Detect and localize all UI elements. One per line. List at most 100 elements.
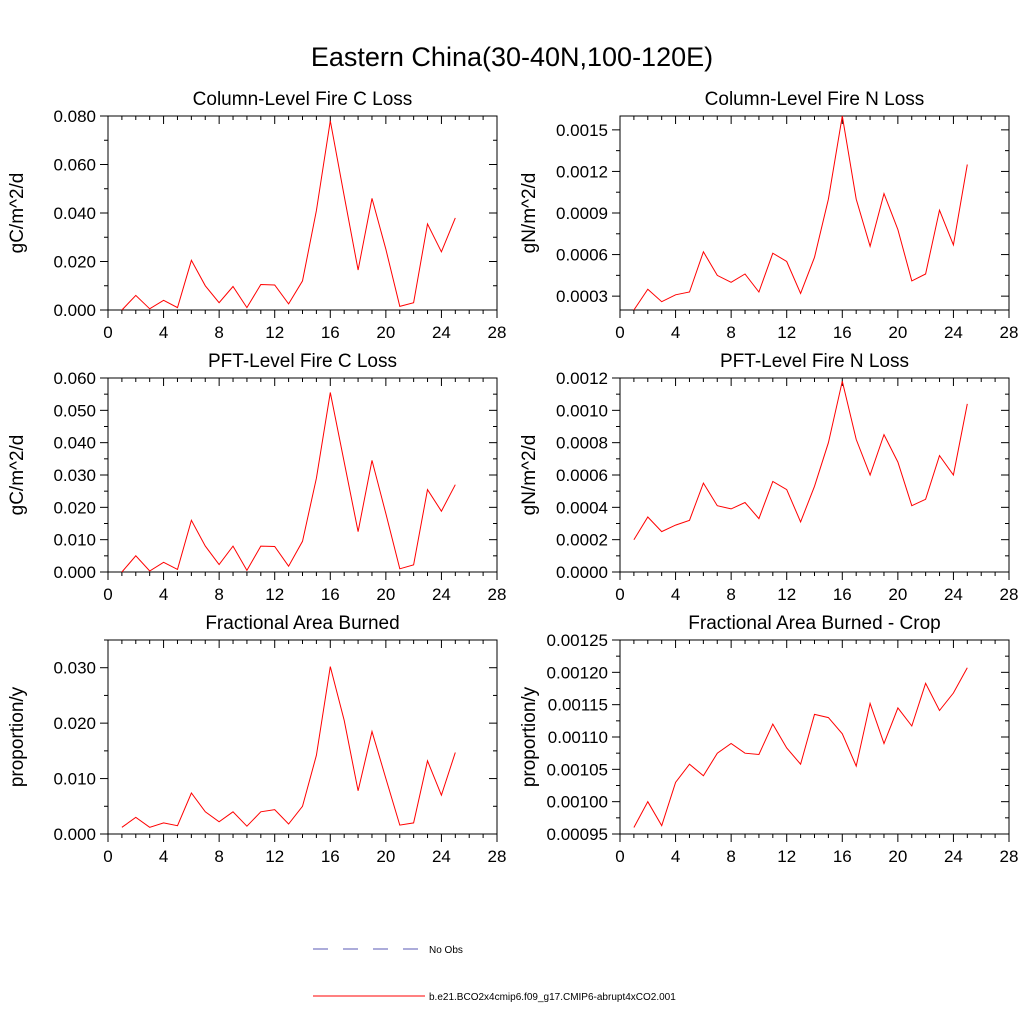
y-tick-label: 0.00105 bbox=[547, 760, 608, 779]
y-axis-label: gC/m^2/d bbox=[7, 173, 28, 254]
x-tick-label: 8 bbox=[214, 323, 223, 342]
y-tick-label: 0.020 bbox=[53, 714, 96, 733]
y-axis-label: gN/m^2/d bbox=[519, 173, 540, 254]
y-tick-label: 0.0012 bbox=[556, 369, 608, 388]
y-tick-label: 0.0000 bbox=[556, 563, 608, 582]
y-tick-label: 0.00120 bbox=[547, 663, 608, 682]
x-tick-label: 24 bbox=[944, 585, 963, 604]
plot-frame bbox=[619, 377, 1010, 573]
series-line-1 bbox=[121, 392, 456, 573]
y-tick-label: 0.040 bbox=[53, 204, 96, 223]
x-tick-label: 16 bbox=[833, 847, 852, 866]
panel-title: PFT-Level Fire C Loss bbox=[208, 351, 397, 372]
x-tick-label: 16 bbox=[321, 585, 340, 604]
chart-panel-6: Fractional Area Burned - Crop proportion/… bbox=[519, 613, 1018, 866]
x-tick-label: 4 bbox=[159, 847, 168, 866]
x-tick-label: 8 bbox=[214, 585, 223, 604]
x-tick-label: 4 bbox=[159, 323, 168, 342]
y-tick-label: 0.0006 bbox=[556, 246, 608, 265]
x-tick-label: 0 bbox=[615, 323, 624, 342]
y-tick-label: 0.0002 bbox=[556, 531, 608, 550]
x-tick-label: 4 bbox=[671, 585, 680, 604]
x-tick-label: 8 bbox=[726, 585, 735, 604]
x-tick-label: 16 bbox=[321, 847, 340, 866]
x-tick-label: 8 bbox=[726, 323, 735, 342]
x-tick-label: 0 bbox=[615, 585, 624, 604]
panel-title: PFT-Level Fire N Loss bbox=[720, 351, 909, 372]
x-tick-label: 28 bbox=[1000, 585, 1019, 604]
plot-frame bbox=[107, 377, 498, 573]
legend: No Obs b.e21.BCO2x4cmip6.f09_g17.CMIP6-a… bbox=[313, 945, 676, 1003]
y-tick-label: 0.00125 bbox=[547, 631, 608, 650]
chart-panel-5: Fractional Area Burned proportion/y 0 4 8 12 1… bbox=[7, 613, 506, 866]
y-tick-label: 0.0008 bbox=[556, 434, 608, 453]
y-tick-label: 0.000 bbox=[53, 825, 96, 844]
plot-frame bbox=[619, 115, 1010, 311]
chart-panel-2: Column-Level Fire N Loss gN/m^2/d 0 4 8 12 16 2… bbox=[519, 89, 1018, 342]
x-tick-label: 28 bbox=[488, 847, 507, 866]
x-tick-label: 4 bbox=[159, 585, 168, 604]
panel-title: Fractional Area Burned - Crop bbox=[688, 613, 940, 634]
y-tick-label: 0.0004 bbox=[556, 498, 608, 517]
figure-title: Eastern China(30-40N,100-120E) bbox=[311, 42, 713, 72]
x-tick-label: 24 bbox=[432, 585, 451, 604]
chart-panel-4: PFT-Level Fire N Loss gN/m^2/d 0 4 8 12 16 20 24… bbox=[519, 351, 1018, 604]
series-line-1 bbox=[633, 115, 968, 311]
y-tick-label: 0.030 bbox=[53, 659, 96, 678]
x-tick-label: 12 bbox=[265, 847, 284, 866]
y-tick-label: 0.0003 bbox=[556, 287, 608, 306]
y-tick-label: 0.00115 bbox=[548, 696, 608, 715]
panel-title: Column-Level Fire N Loss bbox=[705, 89, 925, 110]
x-tick-label: 4 bbox=[671, 323, 680, 342]
legend-obs-label: No Obs bbox=[429, 945, 463, 956]
y-tick-label: 0.00095 bbox=[547, 825, 608, 844]
panels: Column-Level Fire C Loss gC/m^2/d 0 4 8 12 16 2… bbox=[7, 89, 1018, 866]
x-tick-label: 12 bbox=[777, 847, 796, 866]
x-tick-label: 0 bbox=[103, 585, 112, 604]
series-line-1 bbox=[121, 666, 456, 828]
chart-panel-3: PFT-Level Fire C Loss gC/m^2/d 0 4 8 12 16 20 24… bbox=[7, 351, 506, 604]
y-tick-label: 0.030 bbox=[53, 466, 96, 485]
x-tick-label: 16 bbox=[833, 585, 852, 604]
y-tick-label: 0.000 bbox=[53, 563, 96, 582]
y-tick-label: 0.020 bbox=[53, 253, 96, 272]
x-tick-label: 20 bbox=[376, 585, 395, 604]
x-tick-label: 12 bbox=[265, 585, 284, 604]
y-tick-label: 0.0006 bbox=[556, 466, 608, 485]
x-tick-label: 16 bbox=[321, 323, 340, 342]
x-tick-label: 20 bbox=[376, 847, 395, 866]
y-tick-label: 0.050 bbox=[53, 401, 96, 420]
x-tick-label: 0 bbox=[615, 847, 624, 866]
x-tick-label: 0 bbox=[103, 847, 112, 866]
series-line-1 bbox=[633, 381, 968, 540]
x-tick-label: 24 bbox=[944, 323, 963, 342]
x-tick-label: 12 bbox=[777, 585, 796, 604]
x-tick-label: 16 bbox=[833, 323, 852, 342]
x-tick-label: 20 bbox=[888, 323, 907, 342]
x-tick-label: 24 bbox=[432, 323, 451, 342]
x-tick-label: 20 bbox=[376, 323, 395, 342]
y-axis-label: gN/m^2/d bbox=[519, 435, 540, 516]
y-axis-label: gC/m^2/d bbox=[7, 435, 28, 516]
y-tick-label: 0.080 bbox=[53, 107, 96, 126]
x-tick-label: 20 bbox=[888, 847, 907, 866]
panel-title: Column-Level Fire C Loss bbox=[193, 89, 413, 110]
x-tick-label: 28 bbox=[488, 323, 507, 342]
series-line-1 bbox=[121, 120, 456, 311]
series-line-1 bbox=[633, 667, 968, 828]
y-tick-label: 0.060 bbox=[53, 156, 96, 175]
y-tick-label: 0.0012 bbox=[556, 162, 608, 181]
y-tick-label: 0.0010 bbox=[556, 401, 608, 420]
y-tick-label: 0.040 bbox=[53, 434, 96, 453]
x-tick-label: 4 bbox=[671, 847, 680, 866]
y-axis-label: proportion/y bbox=[519, 686, 540, 787]
y-tick-label: 0.010 bbox=[53, 770, 96, 789]
x-tick-label: 8 bbox=[726, 847, 735, 866]
y-tick-label: 0.060 bbox=[53, 369, 96, 388]
x-tick-label: 0 bbox=[103, 323, 112, 342]
panel-title: Fractional Area Burned bbox=[205, 613, 399, 634]
x-tick-label: 28 bbox=[1000, 847, 1019, 866]
x-tick-label: 12 bbox=[265, 323, 284, 342]
x-tick-label: 8 bbox=[214, 847, 223, 866]
